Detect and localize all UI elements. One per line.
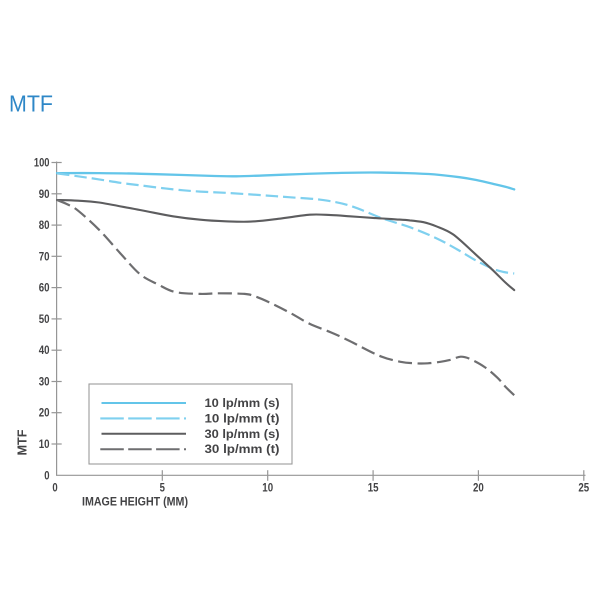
svg-text:10 lp/mm (t): 10 lp/mm (t) [205, 413, 280, 425]
svg-text:MTF: MTF [9, 91, 53, 117]
svg-text:60: 60 [39, 283, 50, 295]
svg-text:30 lp/mm (s): 30 lp/mm (s) [205, 429, 280, 441]
svg-text:80: 80 [39, 220, 50, 232]
svg-text:5: 5 [160, 483, 166, 495]
svg-text:10: 10 [262, 483, 273, 495]
svg-text:15: 15 [368, 483, 379, 495]
svg-text:90: 90 [39, 189, 50, 201]
svg-text:20: 20 [39, 408, 50, 420]
svg-text:25: 25 [578, 483, 589, 495]
svg-text:30 lp/mm (t): 30 lp/mm (t) [205, 444, 280, 456]
svg-text:0: 0 [44, 470, 49, 482]
svg-text:70: 70 [39, 251, 50, 263]
svg-text:0: 0 [52, 483, 57, 495]
svg-text:10 lp/mm (s): 10 lp/mm (s) [205, 398, 280, 410]
svg-text:10: 10 [39, 439, 50, 451]
svg-text:50: 50 [39, 314, 50, 326]
svg-text:100: 100 [34, 158, 50, 170]
svg-text:MTF: MTF [16, 429, 30, 455]
svg-text:30: 30 [39, 377, 50, 389]
svg-text:20: 20 [473, 483, 484, 495]
svg-text:IMAGE HEIGHT (MM): IMAGE HEIGHT (MM) [82, 497, 188, 509]
svg-text:40: 40 [39, 345, 50, 357]
